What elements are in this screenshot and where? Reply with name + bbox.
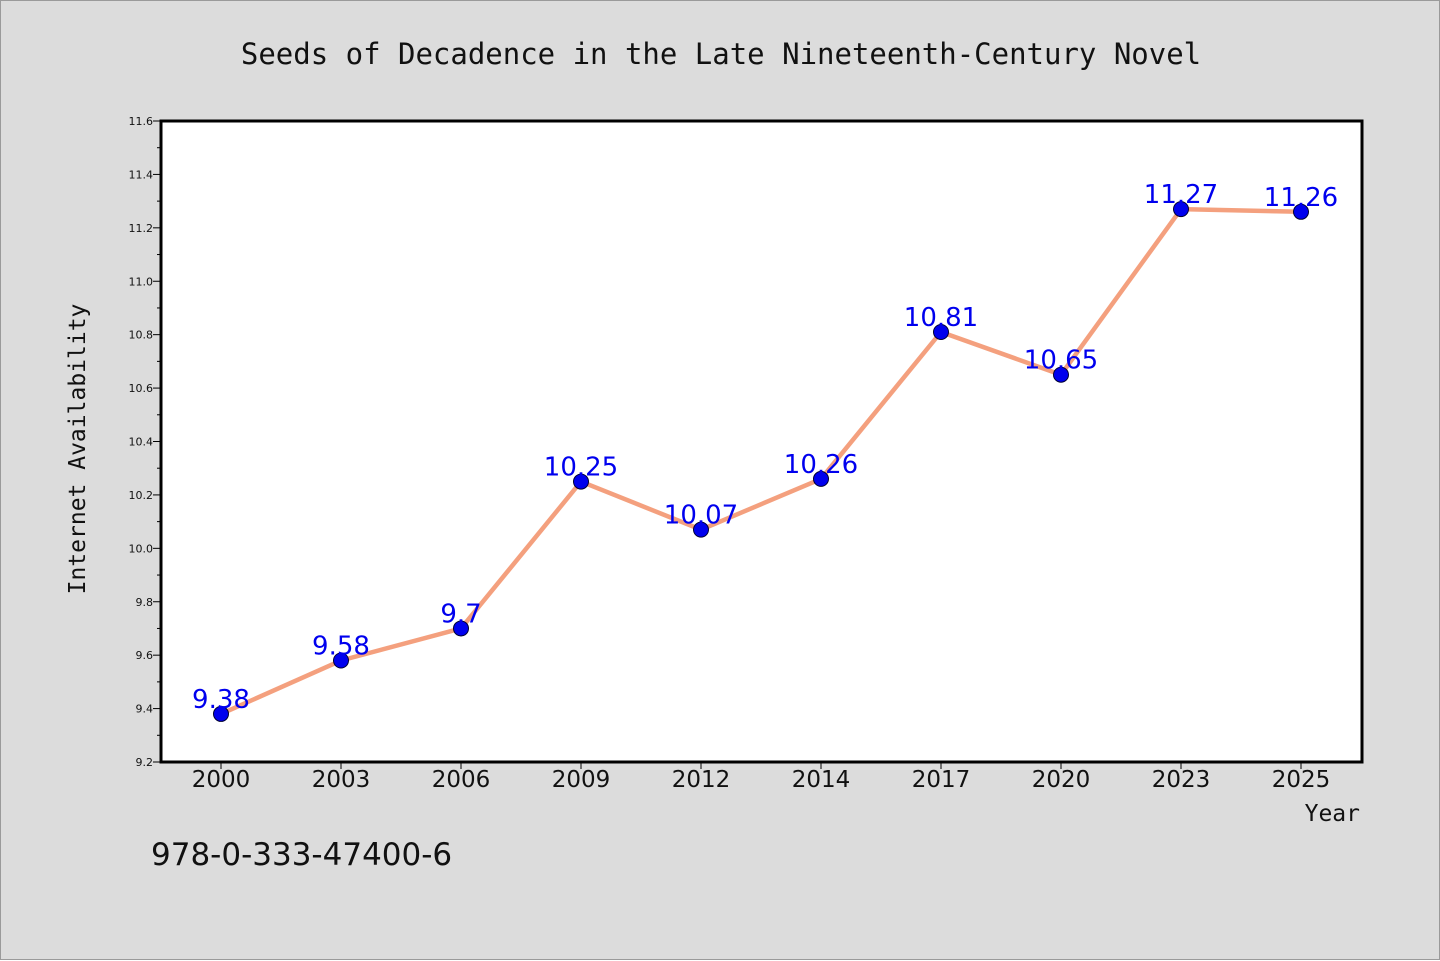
data-point <box>213 705 229 722</box>
data-label: 9.58 <box>312 632 370 662</box>
x-tick-label: 2023 <box>1152 767 1211 793</box>
y-tick-label: 9.4 <box>136 703 154 716</box>
data-label: 9.7 <box>440 599 481 629</box>
data-label: 11.26 <box>1264 183 1338 213</box>
chart-title: Seeds of Decadence in the Late Nineteent… <box>241 37 1201 71</box>
data-label: 10.65 <box>1024 346 1098 376</box>
x-tick-label: 2012 <box>672 767 731 793</box>
x-tick-label: 2014 <box>792 767 851 793</box>
y-tick-label: 10.8 <box>129 329 154 342</box>
y-tick-label: 10.2 <box>129 489 154 502</box>
y-tick-label: 10.4 <box>129 436 154 449</box>
x-axis: 2000 2003 2006 2009 2012 2014 2017 2020 2023 2025 <box>192 762 1331 793</box>
series-line <box>218 206 1304 717</box>
data-label: 11.27 <box>1144 180 1218 210</box>
y-tick-label: 9.8 <box>136 596 154 609</box>
isbn-text: 978-0-333-47400-6 <box>151 837 452 873</box>
data-point <box>1173 201 1189 218</box>
y-axis-title: Internet Availability <box>65 304 91 595</box>
x-tick-label: 2006 <box>432 767 491 793</box>
data-label: 10.81 <box>904 303 978 333</box>
data-point <box>1053 366 1069 383</box>
x-axis-title: Year <box>1305 801 1360 827</box>
data-point <box>933 323 949 340</box>
data-point <box>573 473 589 490</box>
data-point <box>1293 203 1309 220</box>
y-tick-label: 11.6 <box>129 115 154 128</box>
data-label: 9.38 <box>192 685 250 715</box>
data-label: 10.26 <box>784 450 858 480</box>
x-tick-label: 2017 <box>912 767 971 793</box>
x-tick-label: 2000 <box>192 767 251 793</box>
y-tick-label: 11.0 <box>129 275 154 288</box>
y-tick-label: 10.6 <box>129 382 154 395</box>
x-tick-label: 2025 <box>1272 767 1331 793</box>
data-labels-group: 9.38 9.58 9.7 10.25 10.07 10.26 10.81 10.65 11.2… <box>192 180 1338 715</box>
data-point <box>333 652 349 669</box>
data-label: 10.25 <box>544 453 618 483</box>
data-point <box>693 521 709 538</box>
y-tick-label: 10.0 <box>129 542 154 555</box>
y-tick-label: 9.6 <box>136 649 154 662</box>
x-tick-label: 2020 <box>1032 767 1091 793</box>
y-tick-label: 11.2 <box>129 222 154 235</box>
data-point <box>813 470 829 487</box>
y-tick-label: 9.2 <box>136 756 154 769</box>
y-tick-label: 11.4 <box>129 168 154 181</box>
series-group <box>213 201 1309 722</box>
x-tick-label: 2003 <box>312 767 371 793</box>
x-tick-label: 2009 <box>552 767 611 793</box>
y-axis: 9.2 9.4 9.6 9.8 10.0 10.2 10.4 10.6 10.8 11.0 11.2… <box>129 115 161 769</box>
data-label: 10.07 <box>664 501 738 531</box>
data-point <box>453 620 469 637</box>
